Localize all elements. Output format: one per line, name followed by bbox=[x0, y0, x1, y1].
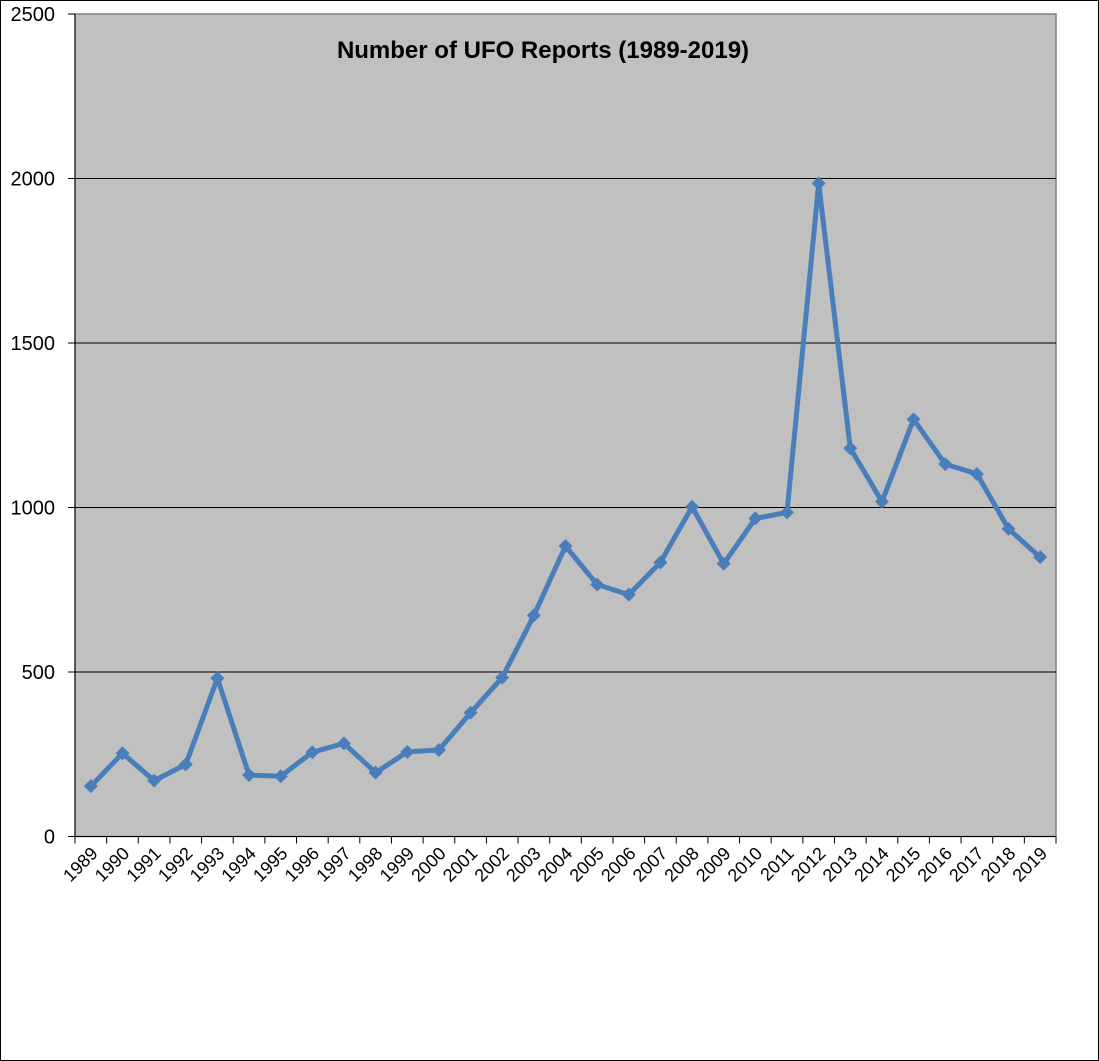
data-point-marker bbox=[178, 757, 193, 772]
data-point-marker bbox=[273, 769, 288, 784]
data-point-marker bbox=[590, 577, 605, 592]
data-point-marker bbox=[685, 499, 700, 514]
x-tick-label: 1989 bbox=[59, 843, 101, 885]
y-tick-label: 500 bbox=[22, 662, 55, 684]
data-point-marker bbox=[526, 608, 541, 623]
x-tick-label: 2008 bbox=[660, 843, 702, 885]
data-point-marker bbox=[1001, 521, 1016, 536]
x-tick-label: 1990 bbox=[91, 843, 133, 885]
data-point-marker bbox=[874, 494, 889, 509]
data-point-marker bbox=[463, 705, 478, 720]
x-tick-label: 1996 bbox=[281, 843, 323, 885]
data-series bbox=[83, 176, 1048, 794]
data-point-marker bbox=[558, 538, 573, 553]
data-point-marker bbox=[1033, 550, 1048, 565]
x-tick-label: 1991 bbox=[122, 843, 164, 885]
x-tick-label: 2019 bbox=[1009, 843, 1051, 885]
x-tick-label: 1999 bbox=[376, 843, 418, 885]
x-tick-label: 2002 bbox=[471, 843, 513, 885]
gridlines bbox=[75, 178, 1056, 673]
x-tick-label: 2003 bbox=[502, 843, 544, 885]
x-tick-label: 2016 bbox=[914, 843, 956, 885]
data-point-marker bbox=[811, 176, 826, 191]
data-point-marker bbox=[147, 773, 162, 788]
x-tick-label: 1998 bbox=[344, 843, 386, 885]
data-point-marker bbox=[400, 744, 415, 759]
data-point-marker bbox=[431, 742, 446, 757]
x-tick-label: 2015 bbox=[882, 843, 924, 885]
y-tick-label: 2000 bbox=[11, 169, 56, 191]
x-tick-label: 2001 bbox=[439, 843, 481, 885]
data-point-marker bbox=[368, 765, 383, 780]
data-point-marker bbox=[210, 671, 225, 686]
plot-area bbox=[74, 13, 1057, 838]
data-point-marker bbox=[969, 466, 984, 481]
x-tick-label: 1993 bbox=[186, 843, 228, 885]
data-point-marker bbox=[495, 670, 510, 685]
data-point-marker bbox=[336, 736, 351, 751]
chart-title: Number of UFO Reports (1989-2019) bbox=[337, 37, 749, 64]
data-point-marker bbox=[748, 511, 763, 526]
x-tick-label: 1994 bbox=[217, 843, 259, 885]
x-tick-label: 1995 bbox=[249, 843, 291, 885]
x-tick-label: 2005 bbox=[566, 843, 608, 885]
data-point-marker bbox=[938, 457, 953, 472]
x-tick-label: 2009 bbox=[692, 843, 734, 885]
x-axis: 1989199019911992199319941995199619971998… bbox=[59, 836, 1057, 886]
data-point-marker bbox=[305, 745, 320, 760]
data-point-marker bbox=[83, 779, 98, 794]
data-point-marker bbox=[653, 555, 668, 570]
data-point-marker bbox=[242, 767, 257, 782]
data-point-marker bbox=[843, 441, 858, 456]
x-tick-label: 2012 bbox=[787, 843, 829, 885]
x-tick-label: 2010 bbox=[724, 843, 766, 885]
x-tick-label: 1992 bbox=[154, 843, 196, 885]
x-tick-label: 2017 bbox=[945, 843, 987, 885]
x-tick-label: 2000 bbox=[407, 843, 449, 885]
x-tick-label: 2018 bbox=[977, 843, 1019, 885]
y-tick-label: 1500 bbox=[11, 333, 56, 355]
y-tick-label: 2500 bbox=[11, 4, 56, 26]
x-tick-label: 2011 bbox=[756, 843, 798, 885]
data-point-marker bbox=[716, 556, 731, 571]
y-tick-label: 0 bbox=[44, 827, 55, 849]
x-tick-label: 1997 bbox=[312, 843, 354, 885]
data-point-marker bbox=[115, 746, 130, 761]
data-point-marker bbox=[780, 505, 795, 520]
x-tick-label: 2006 bbox=[597, 843, 639, 885]
x-tick-label: 2007 bbox=[629, 843, 671, 885]
data-point-marker bbox=[621, 587, 636, 602]
y-axis: 0 500 1000 1500 2000 2500 bbox=[11, 4, 76, 849]
x-tick-label: 2013 bbox=[819, 843, 861, 885]
x-tick-label: 2004 bbox=[534, 843, 576, 885]
x-tick-label: 2014 bbox=[850, 843, 892, 885]
y-tick-label: 1000 bbox=[11, 498, 56, 520]
data-point-marker bbox=[906, 412, 921, 427]
